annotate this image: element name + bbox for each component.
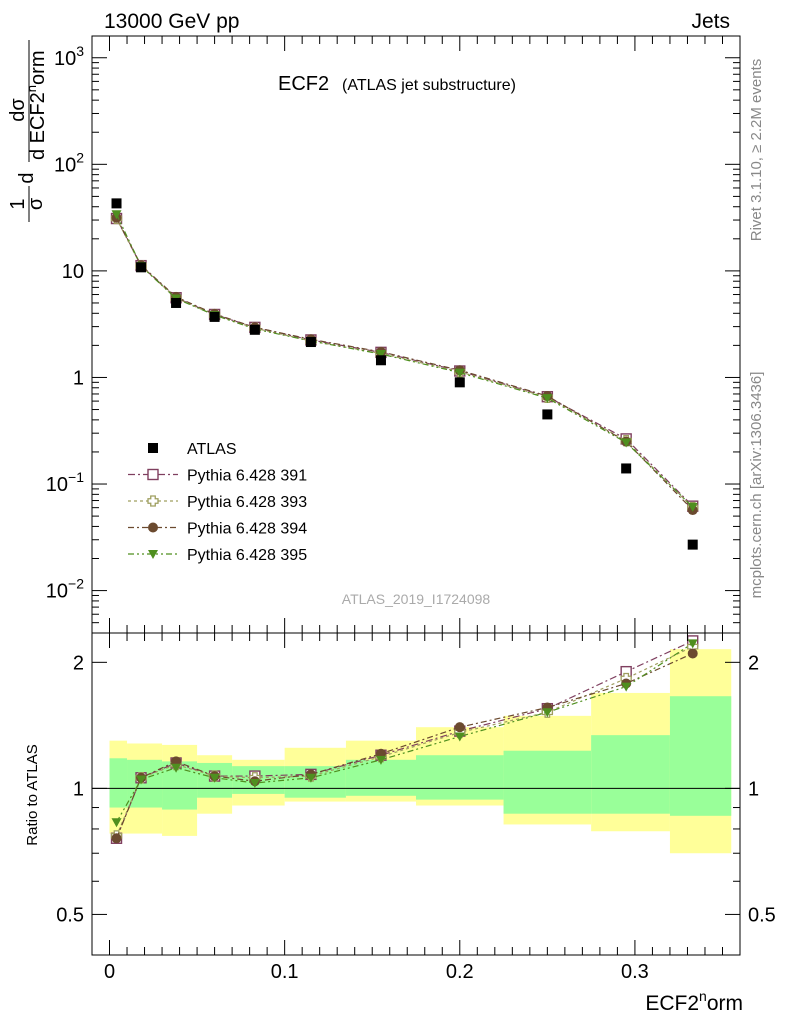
header-left: 13000 GeV pp [104, 10, 239, 33]
ylabel-frac-den: σ [25, 197, 47, 210]
data-point [687, 539, 698, 550]
y-axis-label-ratio: Ratio to ATLAS [24, 744, 41, 845]
y-tick-label: 10−1 [46, 469, 84, 496]
series-point [687, 502, 698, 512]
main-panel: 10−2 10−1 1 10 102 103 ECF2 (ATLAS jet substr… [46, 35, 741, 634]
watermark: ATLAS_2019_I1724098 [342, 591, 491, 607]
y-tick-label: 102 [54, 149, 84, 176]
ratio-point [454, 722, 465, 733]
ratio-point [542, 708, 553, 718]
ratio-tick-label-left: 1 [73, 778, 84, 800]
ratio-tick-label-right: 2 [748, 652, 759, 674]
ratio-point [136, 775, 147, 785]
ratio-point [111, 818, 122, 828]
ratio-tick-label-left: 0.5 [56, 904, 84, 926]
title-sub: (ATLAS jet substructure) [342, 77, 516, 94]
ratio-y-ticks: 0.5 0.5 1 1 2 2 [56, 652, 776, 956]
uncertainty-band-inner [503, 750, 592, 814]
legend-label: Pythia 6.428 391 [187, 468, 307, 485]
ylabel-d: d [16, 172, 38, 183]
ratio-point [687, 639, 698, 649]
ratio-frame [91, 632, 741, 956]
data-point [305, 337, 316, 348]
data-point [171, 297, 182, 308]
legend-marker [147, 495, 159, 507]
ratio-point [111, 833, 122, 844]
uncertainty-band-inner [345, 759, 416, 796]
data-point [454, 377, 465, 388]
mcplots-label: mcplots.cern.ch [arXiv:1306.3436] [748, 372, 765, 599]
series-point [542, 394, 553, 404]
ratio-point [375, 755, 386, 765]
ratio-tick-label-left: 2 [73, 652, 84, 674]
ratio-tick-label-right: 0.5 [748, 904, 776, 926]
main-y-ticks: 10−2 10−1 1 10 102 103 [46, 36, 741, 634]
series-point [454, 368, 465, 378]
ratio-series-line [115, 646, 693, 837]
legend-marker [147, 468, 159, 481]
series-point [111, 210, 122, 220]
x-tick-label: 0 [104, 961, 115, 983]
ratio-bands [109, 649, 732, 854]
x-axis-ticks: 0 0.1 0.2 0.3 [91, 633, 741, 983]
data-point [136, 262, 147, 273]
legend-label: Pythia 6.428 393 [187, 494, 307, 511]
ratio-series-line [115, 642, 694, 823]
y-tick-label: 10−2 [46, 576, 84, 603]
legend-label: Pythia 6.428 394 [187, 521, 307, 538]
legend-marker [148, 522, 158, 533]
ratio-panel: 0.5 0.5 1 1 2 2 0 0.1 0.2 0.3 [56, 632, 776, 983]
main-data-layer [111, 198, 698, 550]
legend: ATLAS Pythia 6.428 391 Pythia 6.428 393 Pyt… [128, 441, 307, 564]
uncertainty-band-inner [669, 696, 732, 816]
y-tick-label: 103 [54, 43, 84, 70]
y-tick-label: 10 [62, 261, 84, 283]
y-axis-label-main: 1 σ d dσ d ECF2norm [7, 40, 49, 222]
ratio-point [171, 763, 182, 773]
data-point [249, 324, 260, 335]
y-tick-label: 1 [73, 367, 84, 389]
ylabel-dd-num: dσ [7, 98, 29, 122]
ratio-point [687, 648, 698, 659]
ratio-tick-label-right: 1 [748, 778, 759, 800]
ratio-point [454, 732, 465, 742]
uncertainty-band-inner [109, 758, 128, 808]
ratio-point [305, 773, 316, 783]
data-point [111, 198, 122, 209]
series-point [621, 438, 632, 448]
ratio-point [209, 773, 220, 783]
data-point [375, 355, 386, 366]
main-frame [91, 35, 741, 634]
uncertainty-band-inner [127, 759, 163, 808]
rivet-version-label: Rivet 3.1.10, ≥ 2.2M events [748, 59, 765, 242]
ratio-point [249, 778, 260, 788]
legend-label: ATLAS [187, 441, 237, 458]
uncertainty-band-inner [591, 735, 670, 814]
ratio-point [621, 682, 632, 692]
x-tick-label: 0.3 [621, 961, 649, 983]
x-tick-label: 0.2 [446, 961, 474, 983]
legend-marker [148, 443, 158, 453]
data-point [621, 463, 632, 474]
x-tick-label: 0.1 [271, 961, 299, 983]
uncertainty-band-inner [416, 755, 504, 800]
ylabel-dd-den: d ECF2norm [24, 51, 49, 161]
data-point [209, 311, 220, 322]
header-right: Jets [691, 10, 730, 33]
ylabel-frac-num: 1 [7, 198, 29, 209]
series-point [375, 350, 386, 359]
legend-label: Pythia 6.428 395 [187, 547, 307, 564]
x-axis-label: ECF2norm [645, 988, 743, 1015]
data-point [542, 409, 553, 420]
legend-marker [148, 550, 158, 559]
title-main: ECF2 [278, 73, 329, 95]
